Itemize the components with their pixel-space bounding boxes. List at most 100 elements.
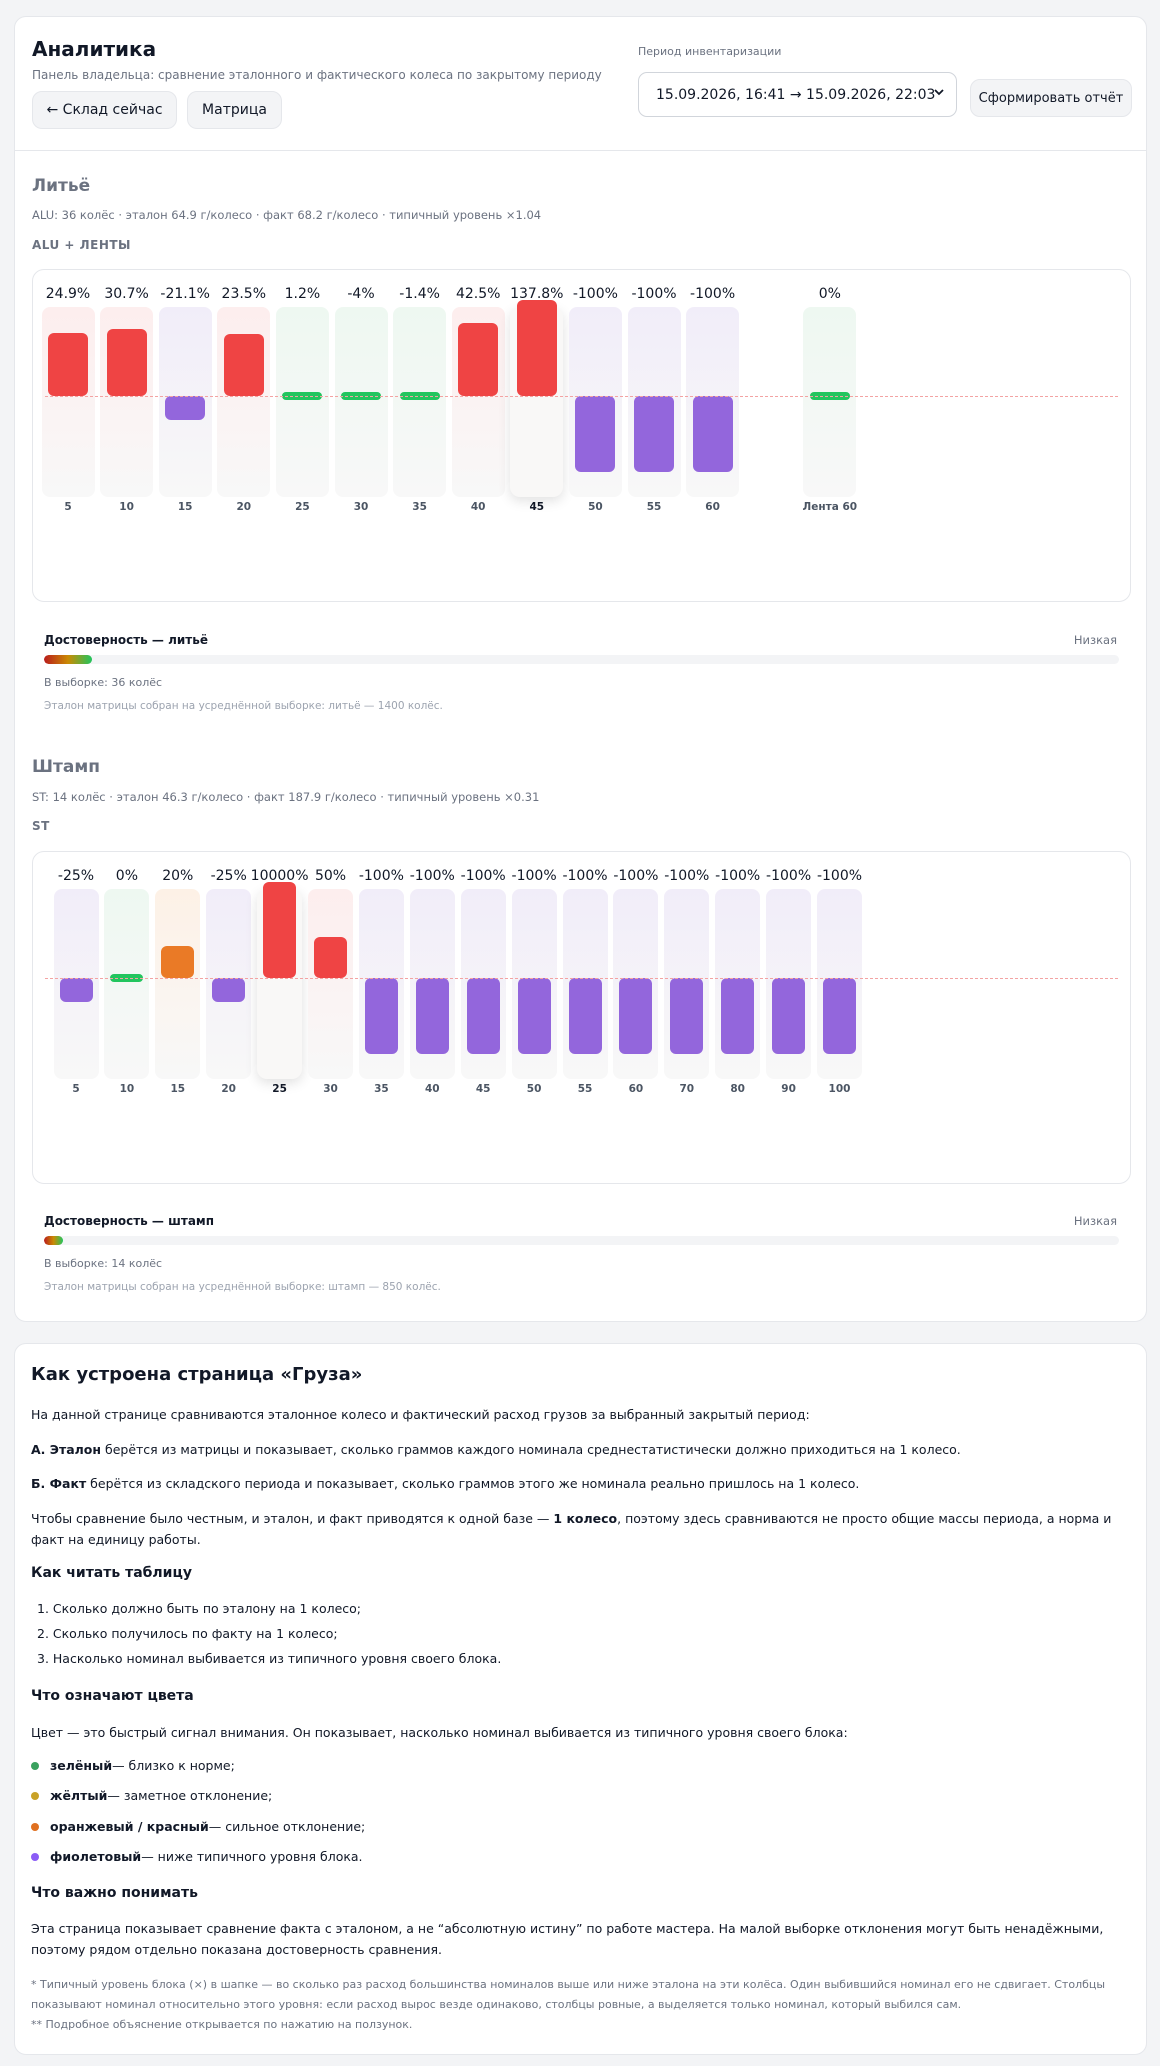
generate-report-button[interactable]: Сформировать отчёт xyxy=(970,79,1132,117)
bar-25 xyxy=(263,882,297,978)
tick-label-45: 45 xyxy=(529,501,545,513)
tick-label-25: 25 xyxy=(295,501,310,513)
help-etalon-text: берётся из матрицы и показывает, сколько… xyxy=(101,1442,961,1457)
baseline xyxy=(45,396,1118,397)
tick-label-10: 10 xyxy=(119,501,134,513)
sample-count-stamp: В выборке: 14 колёс xyxy=(44,1257,163,1270)
section-title-stamp: Штамп xyxy=(32,757,100,777)
column-30[interactable] xyxy=(308,889,353,1079)
tick-label-Лента 60: Лента 60 xyxy=(802,501,858,513)
bar-5 xyxy=(59,978,93,1002)
chart-cast: 24.9% 5 30.7% 10 -21.1% 15 23.5% 20 1.2% 25 -4% 30 -… xyxy=(32,269,1131,602)
matrix-note-stamp: Эталон матрицы собран на усреднённой выб… xyxy=(44,1281,441,1293)
tick-label-5: 5 xyxy=(64,501,72,513)
reliability-title-cast: Достоверность — литьё xyxy=(44,633,208,647)
data-label-20: -25% xyxy=(210,868,247,884)
legend-green-text: — близко к норме; xyxy=(112,1758,235,1773)
bar-70 xyxy=(670,978,704,1054)
back-to-warehouse-button[interactable]: ← Склад сейчас xyxy=(32,91,177,129)
data-label-35: -100% xyxy=(358,868,404,884)
reliability-title-stamp: Достоверность — штамп xyxy=(44,1214,215,1228)
reliability-slider-cast[interactable] xyxy=(44,655,1119,664)
data-label-Лента 60: 0% xyxy=(818,286,841,302)
bar-90 xyxy=(772,978,806,1054)
legend-purple-text: — ниже типичного уровня блока. xyxy=(141,1849,363,1864)
matrix-button[interactable]: Матрица xyxy=(187,91,282,129)
period-select[interactable]: 15.09.2026, 16:41 → 15.09.2026, 22:03 xyxy=(638,72,957,117)
read-item-2: 2. Сколько получилось по факту на 1 коле… xyxy=(37,1626,338,1641)
data-label-5: -25% xyxy=(57,868,95,884)
bar-80 xyxy=(721,978,755,1054)
legend-yellow-text: — заметное отклонение; xyxy=(107,1788,273,1803)
tick-label-50: 50 xyxy=(588,501,603,513)
bar-50 xyxy=(575,396,616,472)
column-15[interactable] xyxy=(155,889,201,1079)
bar-35 xyxy=(364,978,398,1054)
orange-dot-icon xyxy=(31,1822,39,1831)
help-card: Как устроена страница «Груза» На данной … xyxy=(14,1343,1147,2055)
tick-label-45: 45 xyxy=(475,1083,491,1095)
column-10[interactable] xyxy=(104,889,150,1079)
reliability-slider-stamp[interactable] xyxy=(44,1236,1119,1245)
important-heading: Что важно понимать xyxy=(31,1885,198,1901)
footnote-1: * Типичный уровень блока (×) в шапке — в… xyxy=(31,1978,1106,2011)
help-title: Как устроена страница «Груза» xyxy=(31,1364,363,1385)
legend-green-label: зелёный xyxy=(50,1758,113,1773)
footnote-2: ** Подробное объяснение открывается по н… xyxy=(31,2018,413,2031)
tick-label-30: 30 xyxy=(323,1083,338,1095)
legend-orange-red: оранжевый / красный — сильное отклонение… xyxy=(31,1819,365,1834)
tick-label-55: 55 xyxy=(577,1083,593,1095)
column-35[interactable] xyxy=(393,307,447,497)
reliability-level-cast: Низкая xyxy=(1073,633,1117,647)
data-label-60: -100% xyxy=(690,286,736,302)
bar-45 xyxy=(466,978,500,1054)
data-label-70: -100% xyxy=(664,868,710,884)
legend-orange-red-text: — сильное отклонение; xyxy=(208,1819,366,1834)
reliability-level-stamp: Низкая xyxy=(1073,1214,1117,1228)
tick-label-80: 80 xyxy=(730,1083,745,1095)
tick-label-10: 10 xyxy=(119,1083,135,1095)
read-table-heading: Как читать таблицу xyxy=(31,1565,192,1581)
bar-40 xyxy=(415,978,449,1054)
legend-purple: фиолетовый — ниже типичного уровня блока… xyxy=(31,1849,363,1864)
bar-100 xyxy=(823,978,856,1054)
data-label-10: 0% xyxy=(115,868,138,884)
bar-15 xyxy=(165,396,206,420)
data-label-50: -100% xyxy=(572,286,618,302)
tick-label-60: 60 xyxy=(705,501,720,513)
column-30[interactable] xyxy=(334,307,388,497)
bar-15 xyxy=(161,946,195,978)
matrix-note-cast: Эталон матрицы собран на усреднённой выб… xyxy=(44,700,443,712)
bar-55 xyxy=(634,396,674,472)
period-label: Период инвентаризации xyxy=(638,45,782,58)
section-code-stamp: ST xyxy=(32,819,50,833)
baseline xyxy=(45,978,1118,979)
legend-yellow-label: жёлтый xyxy=(50,1788,108,1803)
help-etalon-label: А. Эталон xyxy=(31,1442,102,1457)
bar-10 xyxy=(106,328,147,396)
tick-label-60: 60 xyxy=(628,1083,644,1095)
bar-20 xyxy=(212,978,246,1002)
reliability-fill-stamp xyxy=(44,1236,64,1245)
legend-green: зелёный — близко к норме; xyxy=(31,1758,235,1773)
data-label-10: 30.7% xyxy=(104,286,149,302)
data-label-30: 50% xyxy=(314,868,347,884)
help-base-pre: Чтобы сравнение было честным, и эталон, … xyxy=(31,1511,554,1526)
important-text: Эта страница показывает сравнение факта … xyxy=(31,1921,1104,1957)
tick-label-15: 15 xyxy=(170,1083,186,1095)
column-25[interactable] xyxy=(275,307,329,497)
tick-label-35: 35 xyxy=(374,1083,389,1095)
colors-intro: Цвет — это быстрый сигнал внимания. Он п… xyxy=(31,1725,848,1740)
bar-55 xyxy=(568,978,602,1054)
legend-orange-red-label: оранжевый / красный xyxy=(50,1819,209,1834)
data-label-80: -100% xyxy=(715,868,761,884)
legend-purple-label: фиолетовый xyxy=(50,1849,142,1864)
bar-50 xyxy=(517,978,551,1054)
reliability-fill-cast xyxy=(44,655,93,664)
tick-label-70: 70 xyxy=(679,1083,695,1095)
tick-label-35: 35 xyxy=(412,501,427,513)
help-etalon: А. Эталон берётся из матрицы и показывае… xyxy=(31,1439,1131,1460)
tick-label-40: 40 xyxy=(424,1083,440,1095)
section-meta-stamp: ST: 14 колёс · эталон 46.3 г/колесо · фа… xyxy=(32,790,540,804)
column-Лента 60[interactable] xyxy=(803,307,857,497)
